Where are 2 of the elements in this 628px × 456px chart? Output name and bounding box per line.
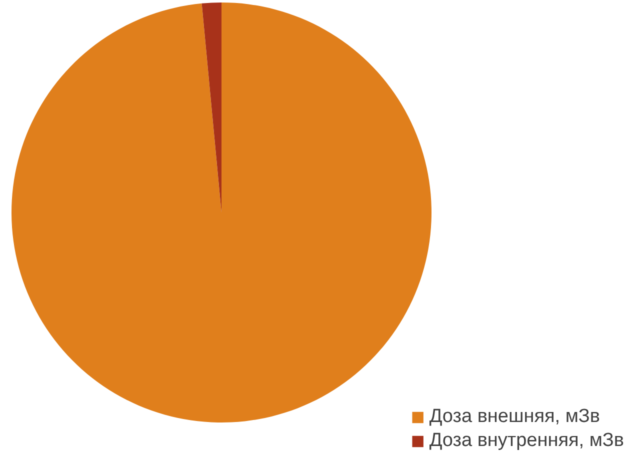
legend-label: Доза внешняя, мЗв (429, 406, 600, 428)
legend-label: Доза внутренняя, мЗв (429, 430, 624, 452)
